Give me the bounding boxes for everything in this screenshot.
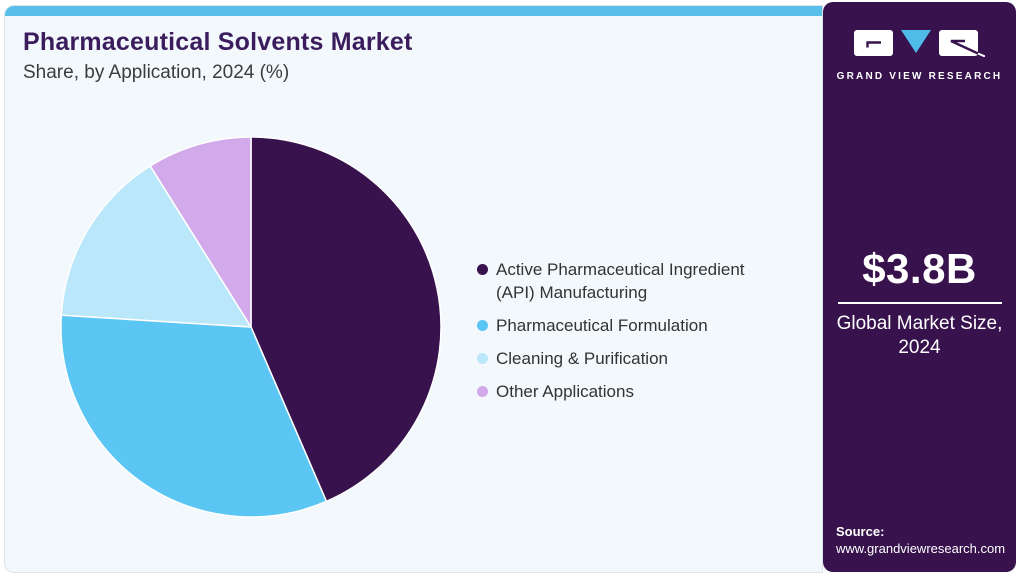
market-size-block: $3.8B Global Market Size, 2024 (823, 245, 1016, 360)
logo-g-mark (866, 41, 881, 48)
pie-chart (59, 135, 443, 519)
legend-item: Other Applications (477, 380, 777, 403)
logo-r-mark (950, 39, 979, 55)
pie-chart-svg (60, 136, 442, 518)
legend-bullet-icon (477, 320, 488, 331)
gvr-logo: GRAND VIEW RESEARCH (823, 30, 1016, 82)
top-accent-bar (5, 6, 822, 16)
chart-card: Pharmaceutical Solvents Market Share, by… (4, 5, 823, 573)
legend-label: Active Pharmaceutical Ingredient (API) M… (496, 260, 745, 302)
sidebar: GRAND VIEW RESEARCH $3.8B Global Market … (823, 2, 1016, 572)
market-size-value: $3.8B (862, 245, 977, 292)
legend: Active Pharmaceutical Ingredient (API) M… (477, 258, 777, 413)
logo-v-triangle (901, 30, 931, 53)
legend-item: Cleaning & Purification (477, 347, 777, 370)
legend-bullet-icon (477, 353, 488, 364)
legend-item: Active Pharmaceutical Ingredient (API) M… (477, 258, 777, 304)
pie-slice (60, 165, 252, 328)
chart-subtitle: Share, by Application, 2024 (%) (23, 62, 290, 83)
chart-title: Pharmaceutical Solvents Market (23, 28, 413, 56)
logo-r-tail (977, 52, 986, 58)
source-url: www.grandviewresearch.com (836, 541, 1006, 557)
source-block: Source: www.grandviewresearch.com (836, 523, 1005, 558)
logo-wordmark: GRAND VIEW RESEARCH (836, 71, 1003, 82)
legend-label: Pharmaceutical Formulation (496, 316, 708, 335)
legend-bullet-icon (477, 386, 488, 397)
market-size-label: Global Market Size, 2024 (836, 313, 1003, 358)
legend-item: Pharmaceutical Formulation (477, 314, 777, 337)
legend-label: Cleaning & Purification (496, 349, 668, 368)
pie-slice (149, 136, 252, 328)
legend-label: Other Applications (496, 382, 634, 401)
legend-bullet-icon (477, 264, 488, 275)
pie-slice (60, 314, 328, 518)
gvr-logo-icon (854, 30, 986, 58)
pie-slice (250, 136, 442, 503)
source-label: Source: (836, 523, 885, 539)
market-size-divider (837, 302, 1002, 304)
